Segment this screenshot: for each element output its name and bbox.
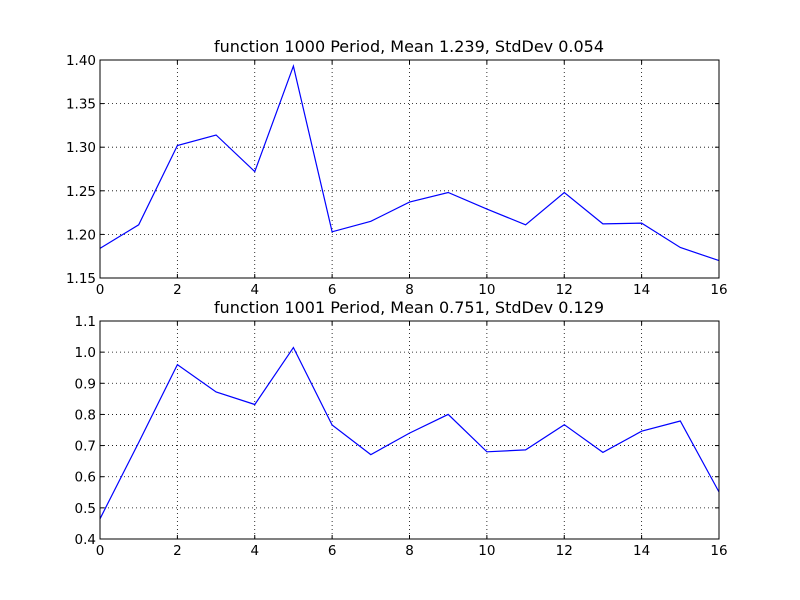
tick-marks	[99, 320, 720, 540]
x-tick-label: 4	[250, 282, 259, 298]
x-tick-label: 4	[250, 543, 259, 559]
y-tick-label: 1.25	[66, 184, 96, 200]
chart-title: function 1000 Period, Mean 1.239, StdDev…	[214, 37, 604, 56]
x-tick-label: 6	[328, 282, 337, 298]
subplot-function-1001: function 1001 Period, Mean 0.751, StdDev…	[75, 298, 728, 559]
y-tick-label: 1.15	[66, 271, 96, 287]
y-tick-label: 0.8	[75, 407, 96, 423]
y-tick-label: 1.20	[66, 227, 96, 243]
y-tick-label: 1.1	[75, 314, 96, 330]
y-tick-label: 0.9	[75, 376, 96, 392]
grid-lines	[100, 60, 719, 278]
x-tick-label: 2	[173, 282, 182, 298]
y-tick-label: 0.6	[75, 470, 96, 486]
x-tick-label: 8	[405, 282, 414, 298]
series-layer	[99, 64, 720, 262]
y-tick-label: 1.30	[66, 140, 96, 156]
x-tick-label: 14	[633, 543, 650, 559]
x-tick-label: 10	[478, 543, 495, 559]
grid-lines	[100, 321, 719, 539]
y-tick-label: 1.40	[66, 53, 96, 69]
x-tick-label: 2	[173, 543, 182, 559]
x-tick-label: 0	[96, 543, 105, 559]
y-tick-label: 0.7	[75, 439, 96, 455]
x-tick-label: 10	[478, 282, 495, 298]
x-tick-label: 12	[556, 282, 573, 298]
x-tick-label: 8	[405, 543, 414, 559]
x-tick-label: 16	[710, 543, 727, 559]
subplot-function-1000: function 1000 Period, Mean 1.239, StdDev…	[66, 37, 728, 298]
tick-marks	[99, 59, 720, 279]
series-line	[99, 346, 720, 520]
x-tick-label: 16	[710, 282, 727, 298]
tick-labels: 0 2 4 6 8 10 12 14 16 0.4 0.5 0.6 0.7 0.8 0.9 1.0 1.1	[75, 314, 728, 559]
series-layer	[99, 346, 720, 520]
chart-title: function 1001 Period, Mean 0.751, StdDev…	[214, 298, 604, 317]
y-tick-label: 0.5	[75, 501, 96, 517]
x-tick-label: 6	[328, 543, 337, 559]
y-tick-label: 0.4	[75, 532, 96, 548]
x-tick-label: 14	[633, 282, 650, 298]
x-tick-label: 12	[556, 543, 573, 559]
series-line	[99, 64, 720, 262]
y-tick-label: 1.35	[66, 97, 96, 113]
tick-labels: 0 2 4 6 8 10 12 14 16 1.15 1.20 1.25 1.30 1.35 1.40	[66, 53, 728, 298]
x-tick-label: 0	[96, 282, 105, 298]
y-tick-label: 1.0	[75, 345, 96, 361]
